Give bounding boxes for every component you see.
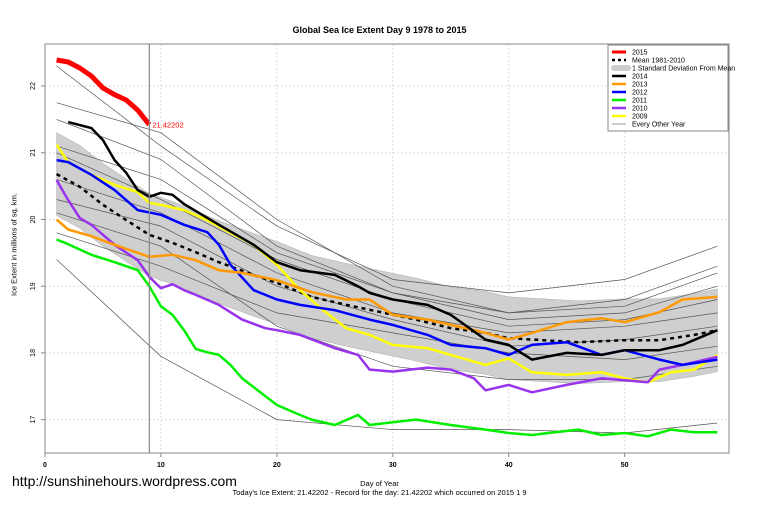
x-tick-label: 0 [43,462,47,469]
x-tick-label: 40 [505,462,513,469]
legend-label: 2015 [632,50,648,57]
x-tick-label: 50 [621,462,629,469]
other-year-line [56,232,718,360]
legend-label: Every Other Year [632,122,686,129]
legend-label: 2009 [632,114,648,121]
y-tick-label: 21 [30,149,37,157]
other-year-line [56,145,718,314]
legend-label: 1 Standard Deviation From Mean [632,66,735,73]
other-year-line [56,179,718,334]
legend-label: 2010 [632,106,648,113]
y-tick-label: 19 [30,282,37,290]
y-tick-label: 17 [30,416,37,424]
series-line-2014 [67,120,718,361]
legend-box [607,44,729,132]
footer-text: Today's Ice Extent: 21.42202 - Record fo… [232,488,527,497]
site-url[interactable]: http://sunshinehours.wordpress.com [12,473,237,489]
mean-line [55,173,718,344]
legend-swatch [611,65,631,71]
legend-label: Mean 1981-2010 [632,58,685,65]
y-tick-label: 18 [30,349,37,357]
series-line-2010 [55,179,718,394]
series-line-2013 [55,218,718,341]
legend-label: 2013 [632,82,648,89]
x-axis-label: Day of Year [360,479,399,488]
x-tick-label: 30 [389,462,397,469]
legend-label: 2012 [632,90,648,97]
plot-frame [44,43,730,454]
current-value-label: 21.42202 [152,121,183,130]
other-year-line [56,65,718,294]
std-dev-band [56,132,718,384]
y-tick-label: 22 [30,82,37,90]
chart-title: Global Sea Ice Extent Day 9 1978 to 2015 [292,25,467,35]
x-tick-label: 20 [273,462,281,469]
series-line-2012 [56,158,718,367]
legend-label: 2014 [632,74,648,81]
x-tick-label: 10 [157,462,165,469]
series-line-2009 [55,144,719,384]
y-tick-label: 20 [30,215,37,223]
y-axis-label: Ice Extent in millions of sq. km. [9,193,19,296]
series-line-2011 [56,238,718,438]
series-line-2015 [56,57,152,127]
other-year-line [56,102,718,314]
legend-label: 2011 [632,98,647,105]
